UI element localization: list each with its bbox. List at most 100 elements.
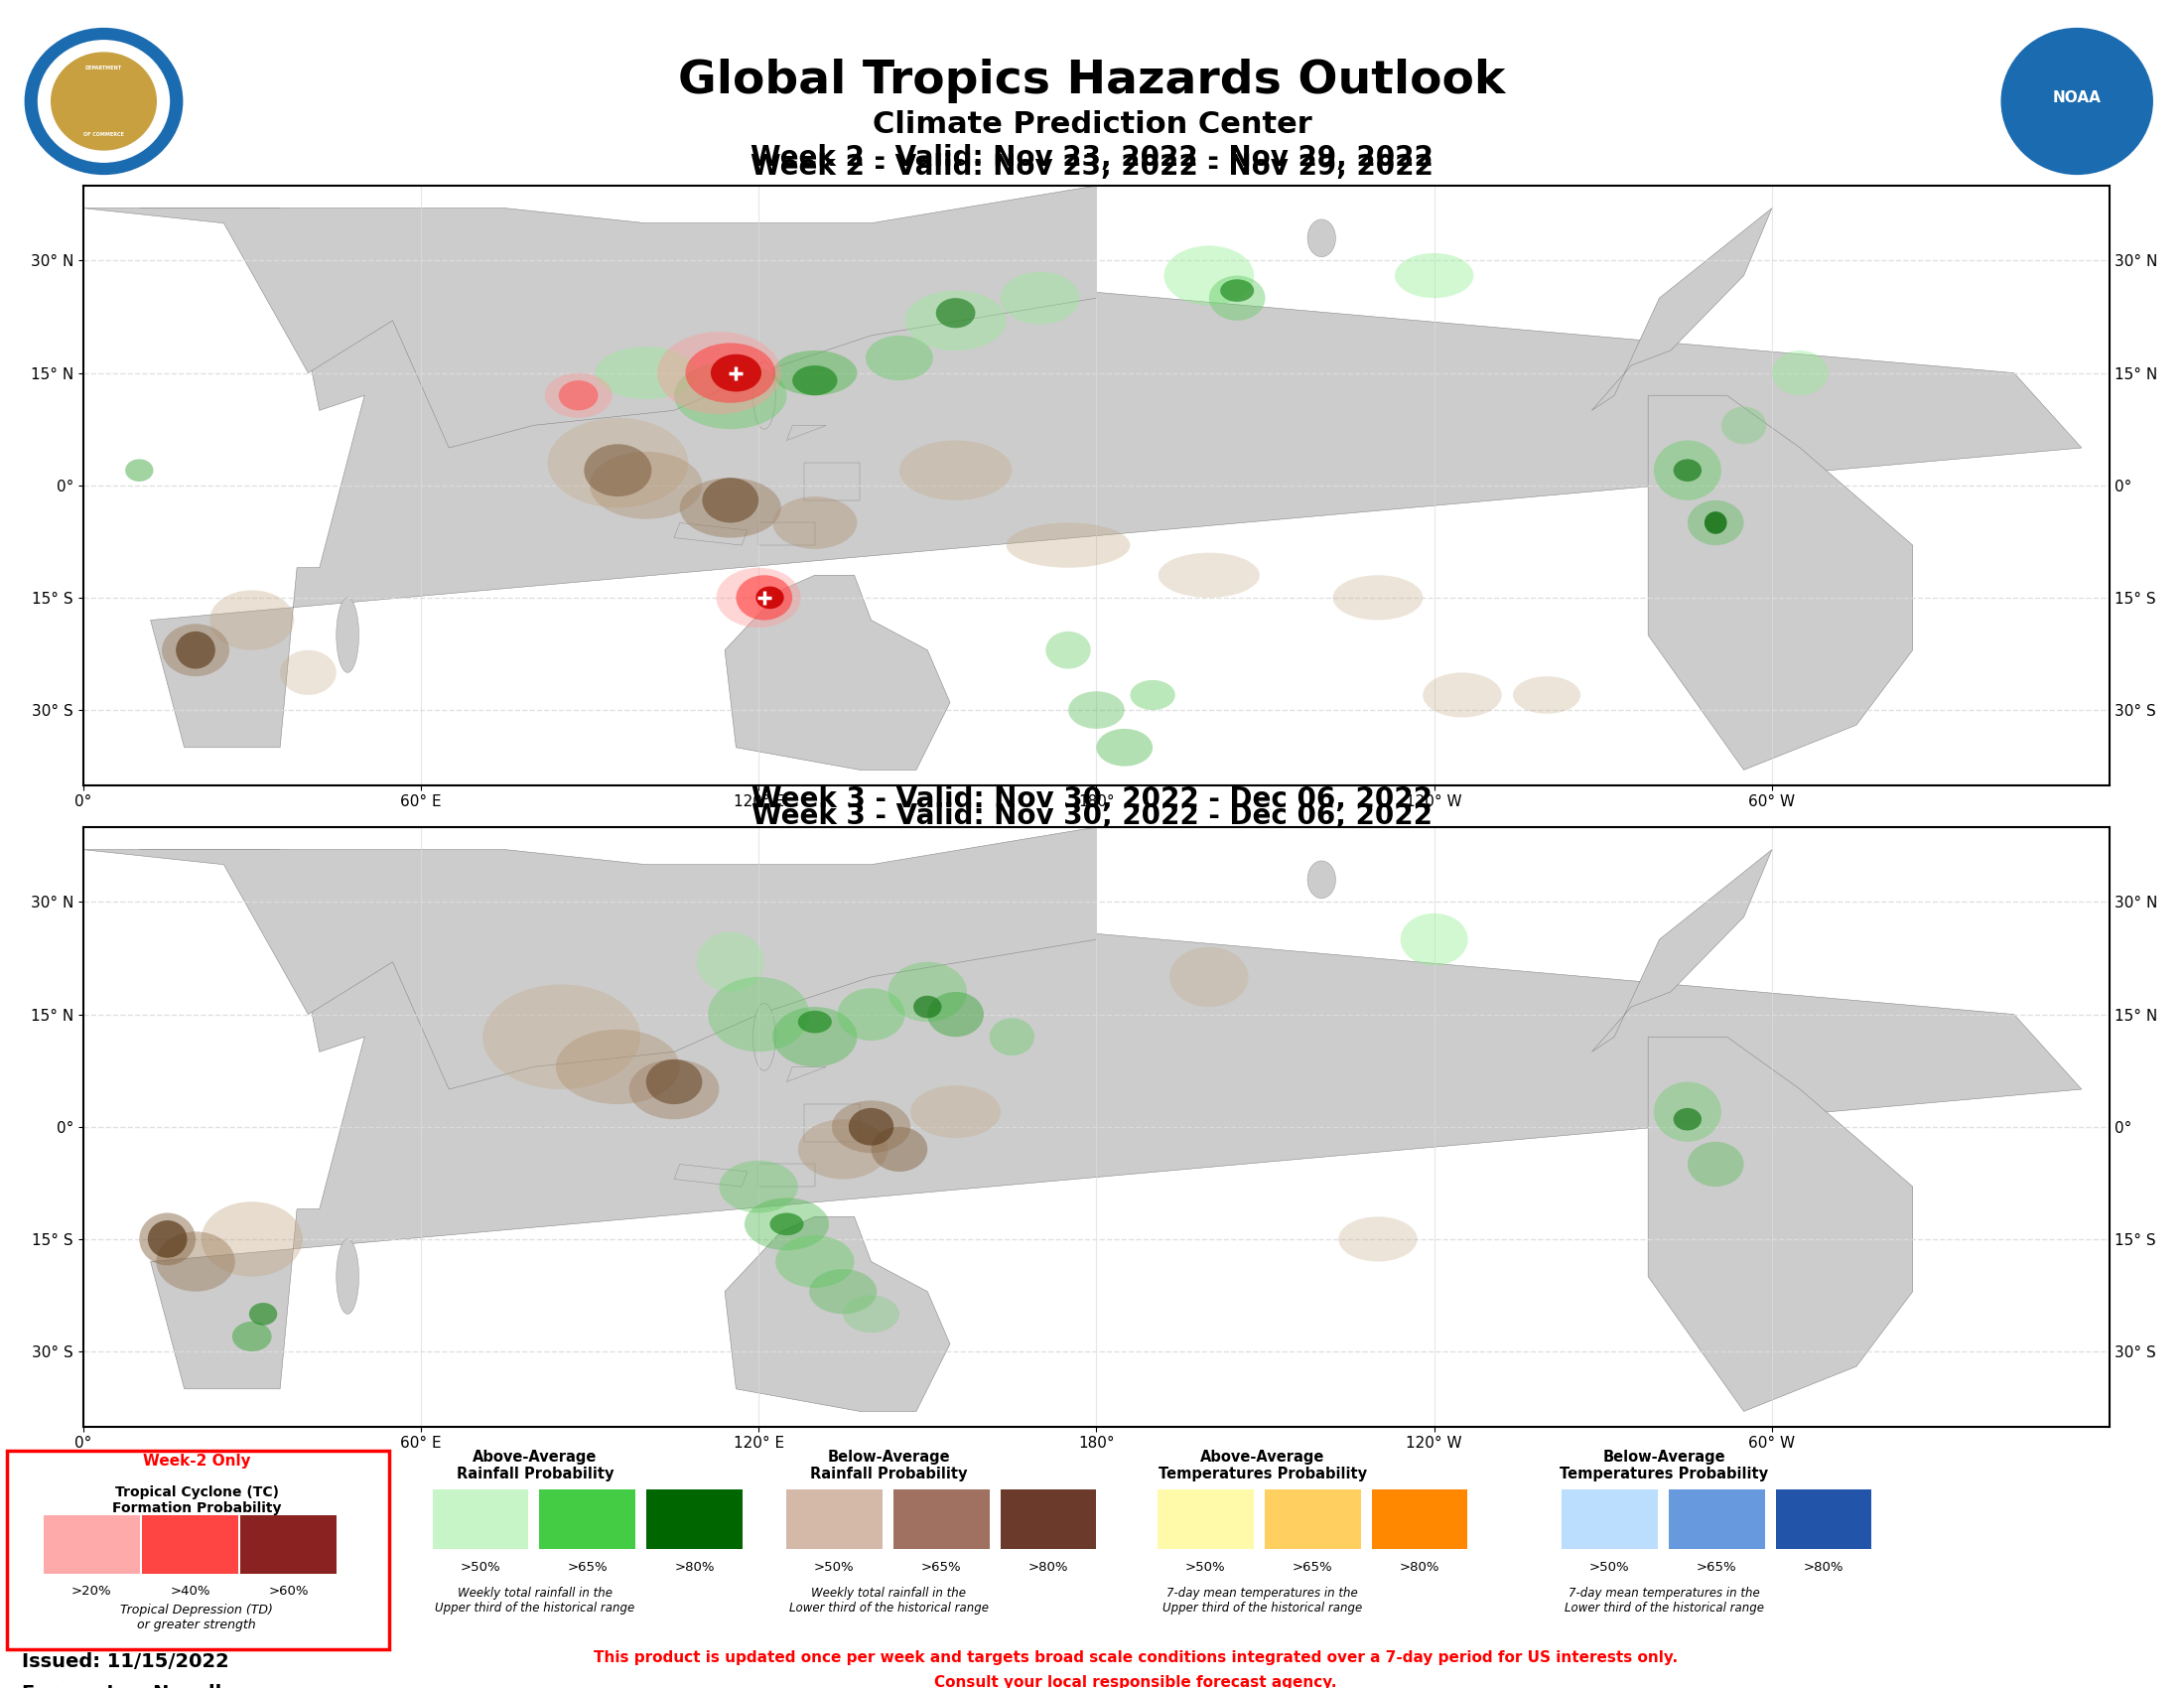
Text: Below-Average
Rainfall Probability: Below-Average Rainfall Probability bbox=[810, 1450, 968, 1482]
Ellipse shape bbox=[775, 1236, 854, 1288]
Ellipse shape bbox=[557, 1030, 679, 1104]
Ellipse shape bbox=[1771, 351, 1828, 395]
Ellipse shape bbox=[201, 1202, 304, 1276]
Text: >80%: >80% bbox=[1804, 1561, 1843, 1575]
Ellipse shape bbox=[1653, 1082, 1721, 1141]
Text: 7-day mean temperatures in the
Upper third of the historical range: 7-day mean temperatures in the Upper thi… bbox=[1162, 1587, 1363, 1614]
Text: Above-Average
Rainfall Probability: Above-Average Rainfall Probability bbox=[456, 1450, 614, 1482]
Bar bbox=[1562, 1491, 1658, 1550]
Ellipse shape bbox=[871, 1128, 928, 1171]
Bar bbox=[1372, 1491, 1468, 1550]
Text: >65%: >65% bbox=[1293, 1561, 1332, 1575]
Polygon shape bbox=[786, 425, 826, 441]
Polygon shape bbox=[804, 1104, 860, 1141]
Ellipse shape bbox=[773, 496, 856, 549]
Ellipse shape bbox=[675, 361, 786, 429]
Ellipse shape bbox=[810, 1269, 876, 1313]
Ellipse shape bbox=[708, 977, 810, 1052]
Text: Tropical Depression (TD)
or greater strength: Tropical Depression (TD) or greater stre… bbox=[120, 1604, 273, 1631]
Circle shape bbox=[24, 29, 181, 174]
Text: >50%: >50% bbox=[1186, 1561, 1225, 1575]
Bar bbox=[1669, 1491, 1765, 1550]
Ellipse shape bbox=[177, 631, 216, 668]
Polygon shape bbox=[1649, 1036, 1913, 1411]
Ellipse shape bbox=[629, 1060, 719, 1119]
Ellipse shape bbox=[745, 1198, 830, 1251]
Text: DEPARTMENT: DEPARTMENT bbox=[85, 66, 122, 71]
Polygon shape bbox=[675, 1165, 747, 1187]
Ellipse shape bbox=[249, 1303, 277, 1325]
Text: Issued: 11/15/2022: Issued: 11/15/2022 bbox=[22, 1653, 229, 1671]
Ellipse shape bbox=[773, 1006, 856, 1067]
Ellipse shape bbox=[1673, 1107, 1701, 1131]
Ellipse shape bbox=[719, 1160, 797, 1214]
Ellipse shape bbox=[769, 1214, 804, 1236]
Bar bbox=[1000, 1491, 1096, 1550]
Text: >80%: >80% bbox=[1029, 1561, 1068, 1575]
Ellipse shape bbox=[1000, 272, 1079, 324]
Text: NOAA: NOAA bbox=[2053, 91, 2101, 106]
Ellipse shape bbox=[1400, 913, 1468, 966]
Ellipse shape bbox=[1514, 677, 1581, 714]
Bar bbox=[44, 1516, 140, 1573]
Ellipse shape bbox=[797, 1011, 832, 1033]
Text: Below-Average
Temperatures Probability: Below-Average Temperatures Probability bbox=[1559, 1450, 1769, 1482]
Ellipse shape bbox=[716, 567, 802, 628]
Ellipse shape bbox=[483, 984, 640, 1089]
Text: Consult your local responsible forecast agency.: Consult your local responsible forecast … bbox=[935, 1674, 1337, 1688]
Text: Weekly total rainfall in the
Upper third of the historical range: Weekly total rainfall in the Upper third… bbox=[435, 1587, 636, 1614]
Ellipse shape bbox=[1339, 1217, 1417, 1261]
Text: >65%: >65% bbox=[568, 1561, 607, 1575]
Ellipse shape bbox=[937, 299, 976, 327]
Ellipse shape bbox=[736, 576, 793, 619]
Circle shape bbox=[39, 41, 168, 162]
Ellipse shape bbox=[210, 591, 295, 650]
Ellipse shape bbox=[697, 932, 764, 993]
Ellipse shape bbox=[1068, 692, 1125, 729]
Ellipse shape bbox=[756, 586, 784, 609]
Ellipse shape bbox=[149, 1220, 188, 1258]
Text: Week 2 - Valid: Nov 23, 2022 - Nov 29, 2022: Week 2 - Valid: Nov 23, 2022 - Nov 29, 2… bbox=[751, 154, 1433, 181]
Ellipse shape bbox=[1704, 511, 1728, 533]
Text: Week-2 Only: Week-2 Only bbox=[142, 1453, 251, 1469]
Ellipse shape bbox=[913, 996, 941, 1018]
Text: Week 3 - Valid: Nov 30, 2022 - Dec 06, 2022: Week 3 - Valid: Nov 30, 2022 - Dec 06, 2… bbox=[751, 803, 1433, 830]
Text: >80%: >80% bbox=[675, 1561, 714, 1575]
Bar bbox=[539, 1491, 636, 1550]
Ellipse shape bbox=[843, 1295, 900, 1334]
Bar bbox=[786, 1491, 882, 1550]
Ellipse shape bbox=[1308, 861, 1337, 898]
Circle shape bbox=[2001, 29, 2153, 174]
Ellipse shape bbox=[1129, 680, 1175, 711]
Ellipse shape bbox=[889, 962, 968, 1021]
Polygon shape bbox=[1592, 208, 1771, 410]
Ellipse shape bbox=[1164, 246, 1254, 306]
Ellipse shape bbox=[686, 343, 775, 403]
Ellipse shape bbox=[548, 419, 688, 508]
Ellipse shape bbox=[1158, 552, 1260, 598]
Ellipse shape bbox=[753, 361, 775, 429]
Polygon shape bbox=[140, 208, 2081, 748]
Bar bbox=[1158, 1491, 1254, 1550]
Ellipse shape bbox=[1688, 500, 1743, 545]
Ellipse shape bbox=[162, 625, 229, 677]
Ellipse shape bbox=[590, 452, 703, 518]
Ellipse shape bbox=[559, 380, 598, 410]
Ellipse shape bbox=[583, 444, 651, 496]
Ellipse shape bbox=[157, 1232, 236, 1291]
Ellipse shape bbox=[679, 478, 782, 538]
Ellipse shape bbox=[1396, 253, 1474, 299]
Ellipse shape bbox=[1221, 279, 1254, 302]
Ellipse shape bbox=[1096, 729, 1153, 766]
Text: Forecaster: Novella: Forecaster: Novella bbox=[22, 1685, 234, 1688]
Ellipse shape bbox=[710, 354, 762, 392]
Text: >20%: >20% bbox=[72, 1585, 111, 1597]
Ellipse shape bbox=[900, 441, 1011, 500]
Bar bbox=[646, 1491, 743, 1550]
Ellipse shape bbox=[280, 650, 336, 695]
Ellipse shape bbox=[865, 336, 933, 380]
Bar bbox=[1265, 1491, 1361, 1550]
Ellipse shape bbox=[773, 351, 856, 395]
Ellipse shape bbox=[1721, 407, 1767, 444]
Polygon shape bbox=[1592, 849, 1771, 1052]
